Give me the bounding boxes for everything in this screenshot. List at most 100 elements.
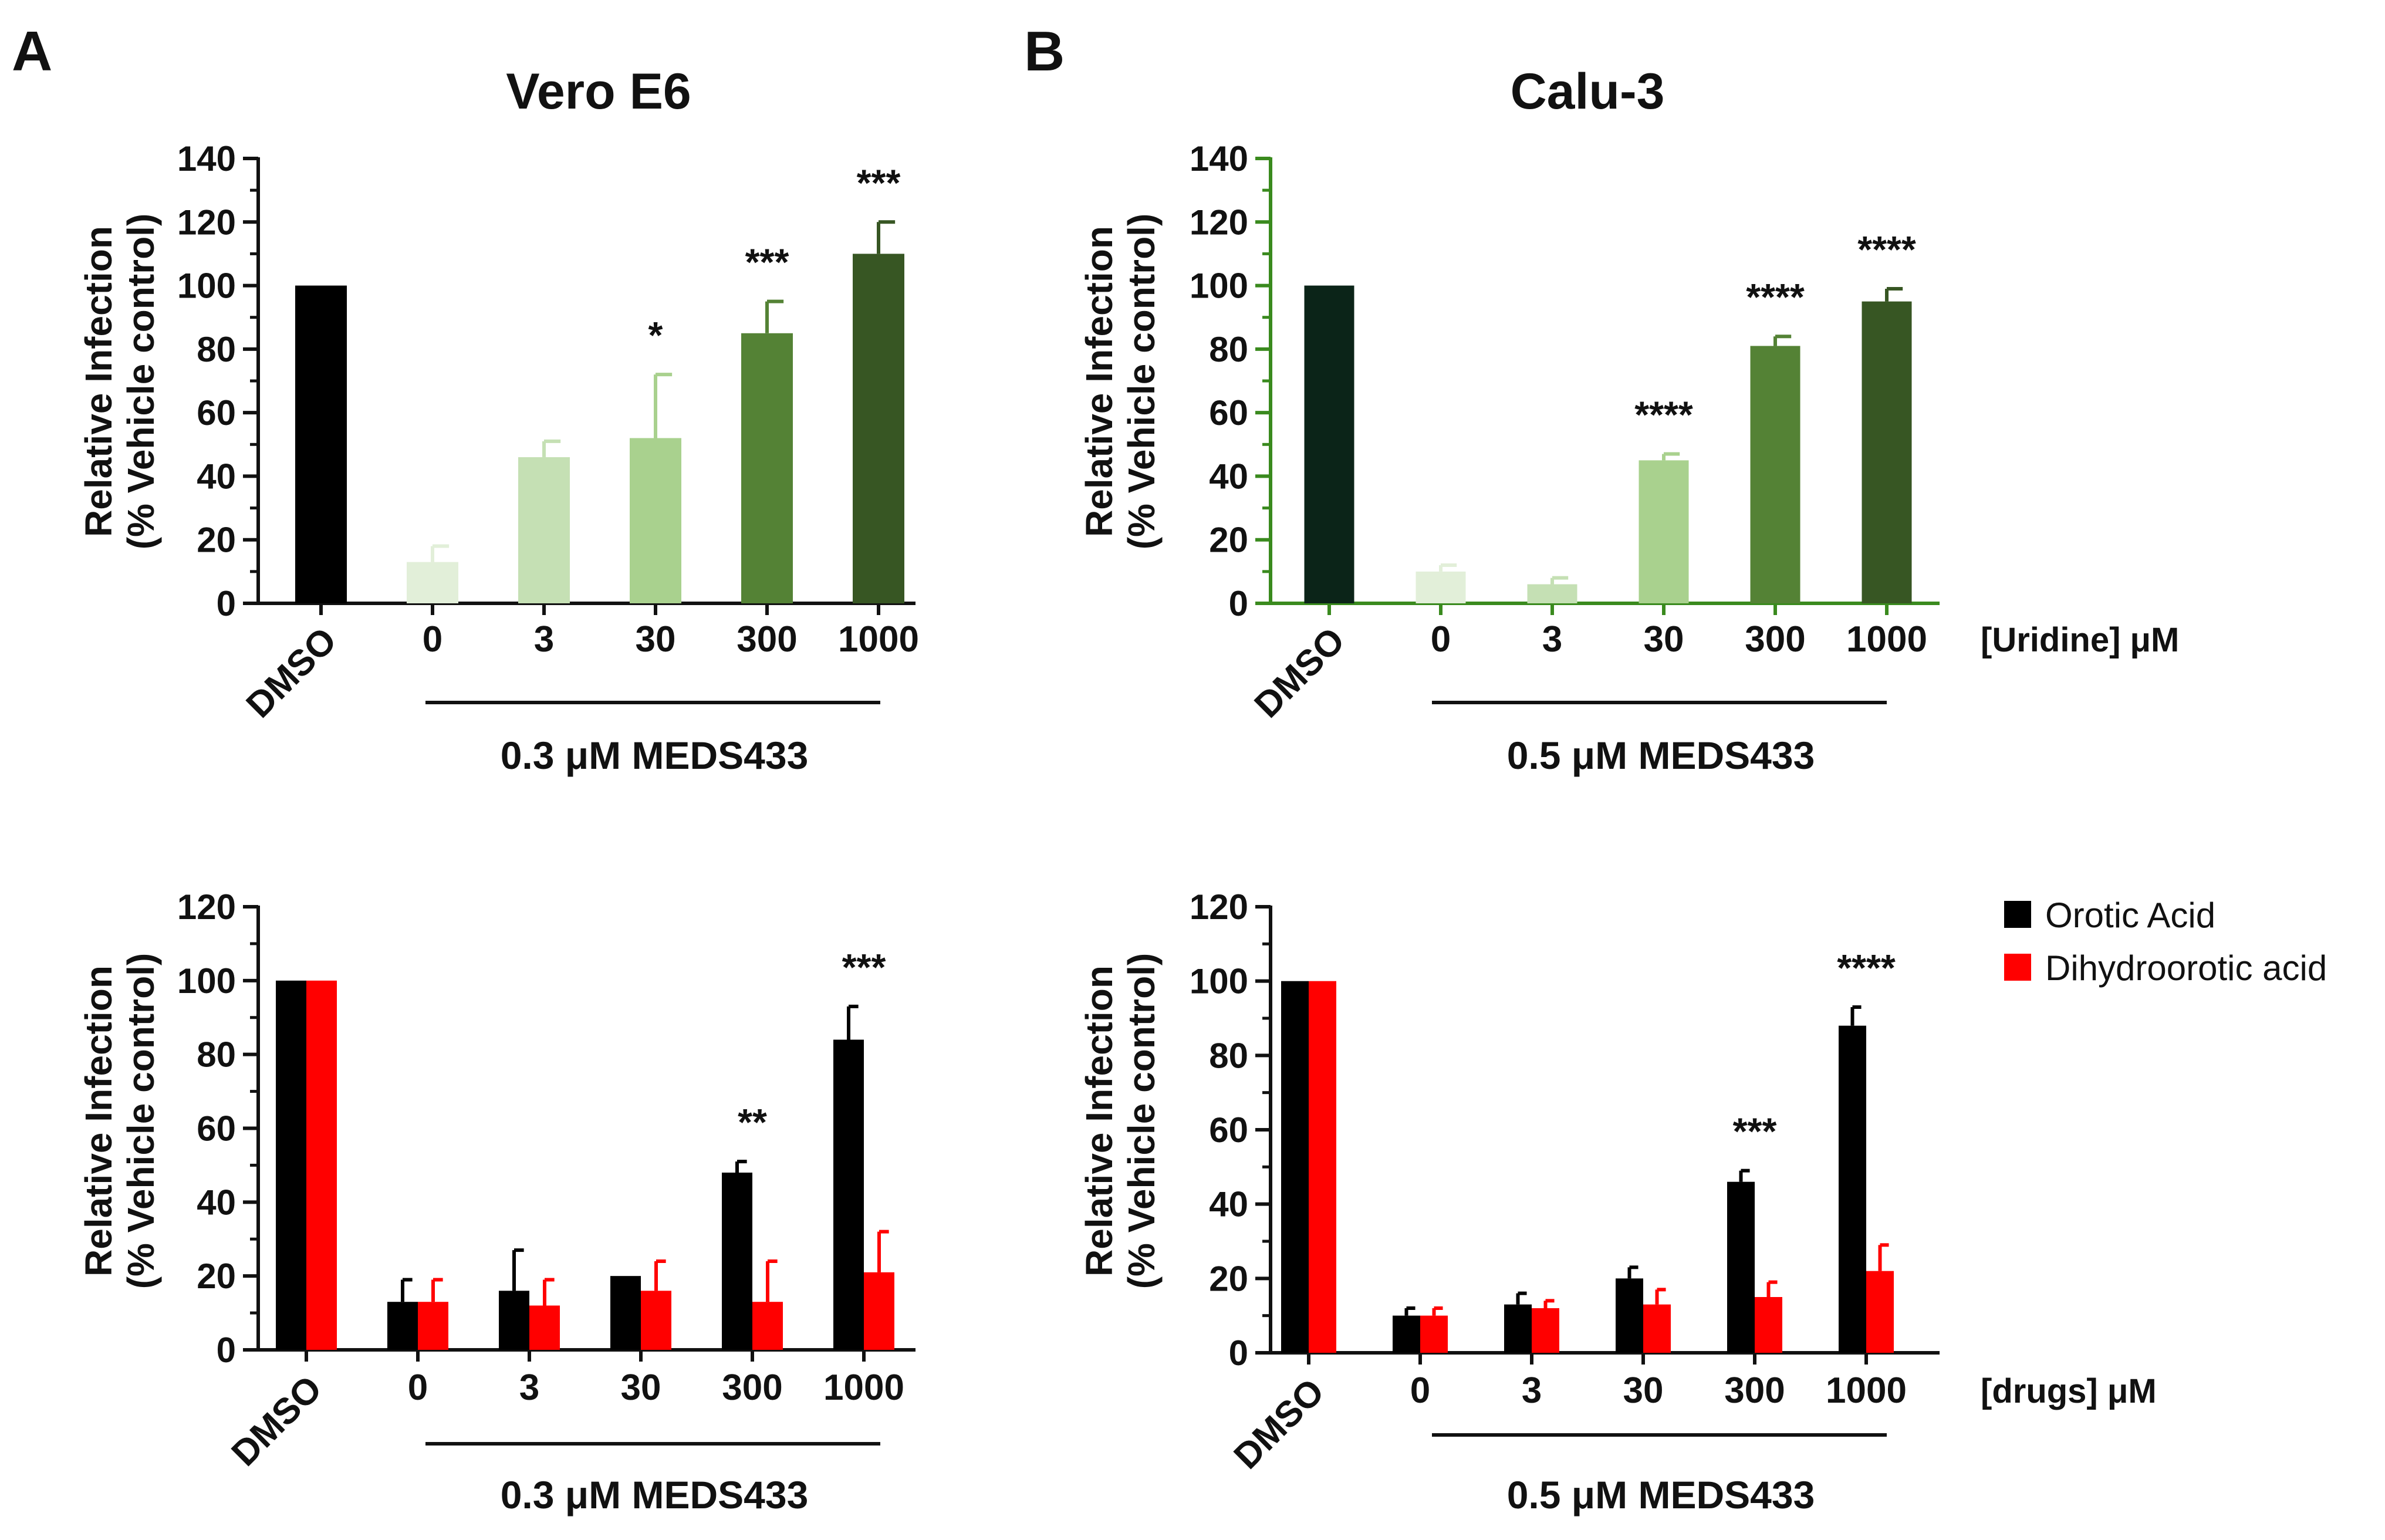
y-tick-label: 120: [177, 202, 236, 242]
x-tick-label: 300: [737, 619, 797, 660]
x-tick-label: 1000: [823, 1367, 904, 1408]
chart-title: Vero E6: [506, 63, 691, 120]
y-tick-label: 40: [1209, 1185, 1248, 1224]
y-tick-label: 0: [217, 1330, 236, 1370]
x-tick-label: 30: [1623, 1370, 1664, 1411]
bar-dihydroorotic-acid-3: [529, 1305, 560, 1350]
y-axis-label: Relative Infection(% Vehicle control): [77, 214, 162, 550]
chart-vero-e6-uridine: Vero E6 Relative Infection(% Vehicle cont…: [77, 63, 919, 777]
y-axis-label: Relative Infection(% Vehicle control): [1078, 214, 1163, 550]
bar-orotic-acid-dmso: [1281, 981, 1309, 1353]
bar-dihydroorotic-acid-3: [1532, 1308, 1559, 1353]
x-tick-label: 30: [636, 619, 676, 660]
y-tick-label: 60: [197, 393, 236, 433]
bar-uridine-30: [630, 438, 681, 603]
y-tick-label: 140: [1190, 139, 1248, 178]
bar-orotic-acid-1000: [1839, 1025, 1866, 1353]
bar-orotic-acid-300: [722, 1173, 752, 1350]
bar-uridine-300: [741, 333, 793, 603]
x-tick-label-dmso: DMSO: [1227, 1371, 1332, 1477]
bar-uridine-0: [1416, 571, 1466, 603]
bar-dihydroorotic-acid-1000: [864, 1272, 894, 1350]
x-tick-label: 0: [1410, 1370, 1430, 1411]
bar-uridine-dmso: [1304, 285, 1354, 604]
y-tick-label: 40: [197, 1183, 236, 1222]
x-tick-label-dmso: DMSO: [239, 620, 344, 725]
bar-uridine-dmso: [295, 285, 347, 604]
significance-label: ***: [745, 241, 789, 283]
y-tick-label: 60: [197, 1109, 236, 1149]
y-tick-label: 20: [1209, 1259, 1248, 1298]
x-tick-label: 0: [408, 1367, 428, 1408]
chart-title: Calu-3: [1511, 63, 1665, 120]
y-tick-label: 100: [177, 266, 236, 306]
x-unit-label: [Uridine] μM: [1981, 621, 2179, 659]
y-tick-label: 100: [177, 961, 236, 1001]
y-tick-label: 60: [1209, 1110, 1248, 1150]
y-tick-label: 140: [177, 139, 236, 178]
x-tick-label: 3: [1542, 619, 1562, 660]
bar-orotic-acid-0: [387, 1302, 418, 1350]
x-tick-label: 3: [534, 619, 554, 660]
y-tick-label: 100: [1190, 962, 1248, 1001]
significance-label: ****: [1857, 228, 1916, 271]
y-axis-label-line1: Relative Infection: [1078, 226, 1120, 537]
y-axis-label-line1: Relative Infection: [77, 965, 120, 1276]
y-tick-label: 20: [1209, 521, 1248, 560]
significance-label: ****: [1634, 394, 1693, 436]
x-unit-label: [drugs] μM: [1981, 1372, 2157, 1410]
y-tick-label: 120: [177, 887, 236, 927]
bar-dihydroorotic-acid-30: [641, 1291, 671, 1350]
x-tick-label: 1000: [1826, 1370, 1907, 1411]
y-tick-label: 20: [197, 1257, 236, 1296]
x-tick-label: 30: [1644, 619, 1684, 660]
y-tick-label: 0: [217, 584, 236, 623]
y-axis-label-line2: (% Vehicle control): [120, 214, 162, 550]
significance-label: *: [648, 314, 663, 356]
y-tick-label: 40: [1209, 457, 1248, 496]
bar-orotic-acid-0: [1393, 1315, 1420, 1353]
significance-label: ***: [842, 946, 886, 988]
bar-uridine-300: [1750, 346, 1800, 603]
x-tick-label: 300: [1724, 1370, 1785, 1411]
treatment-label: 0.5 μM MEDS433: [1507, 734, 1815, 777]
x-tick-label-dmso: DMSO: [1247, 620, 1353, 725]
y-tick-label: 80: [197, 1035, 236, 1075]
y-tick-label: 20: [197, 521, 236, 560]
x-tick-label: 3: [1522, 1370, 1542, 1411]
y-tick-label: 120: [1190, 887, 1248, 927]
y-axis-label-line2: (% Vehicle control): [120, 953, 162, 1289]
bar-uridine-1000: [1862, 301, 1912, 603]
y-tick-label: 120: [1190, 202, 1248, 242]
chart-calu3-orotic-acids: Relative Infection(% Vehicle control) 0 20…: [1078, 887, 2157, 1517]
bar-dihydroorotic-acid-0: [418, 1302, 448, 1350]
chart-vero-e6-orotic-acids: Relative Infection(% Vehicle control) 0 20…: [77, 887, 916, 1517]
y-axis-label-line2: (% Vehicle control): [1120, 214, 1163, 550]
y-tick-label: 80: [1209, 1036, 1248, 1075]
bar-orotic-acid-3: [499, 1291, 529, 1350]
legend-label-orotic-acid: Orotic Acid: [2045, 896, 2215, 935]
significance-label: **: [738, 1101, 767, 1143]
panel-label-a: A: [12, 20, 52, 83]
bar-dihydroorotic-acid-300: [752, 1302, 783, 1350]
significance-label: ***: [857, 161, 901, 204]
legend: Orotic Acid Dihydroorotic acid: [2004, 896, 2327, 988]
bar-uridine-3: [518, 457, 570, 603]
x-tick-label: 1000: [1846, 619, 1927, 660]
bar-dihydroorotic-acid-300: [1755, 1297, 1782, 1353]
bar-dihydroorotic-acid-dmso: [306, 980, 337, 1350]
bar-uridine-0: [407, 562, 458, 603]
x-tick-label-dmso: DMSO: [224, 1368, 330, 1474]
legend-label-dihydroorotic-acid: Dihydroorotic acid: [2045, 948, 2327, 988]
x-tick-label: 30: [621, 1367, 661, 1408]
bar-orotic-acid-dmso: [276, 980, 306, 1350]
bar-orotic-acid-3: [1504, 1304, 1532, 1353]
legend-swatch-dihydroorotic-acid: [2004, 954, 2031, 981]
significance-label: ****: [1837, 947, 1896, 989]
bar-uridine-1000: [853, 254, 904, 603]
y-tick-label: 100: [1190, 266, 1248, 306]
bar-orotic-acid-30: [610, 1276, 641, 1350]
bar-uridine-30: [1639, 460, 1689, 603]
y-tick-label: 80: [1209, 330, 1248, 369]
